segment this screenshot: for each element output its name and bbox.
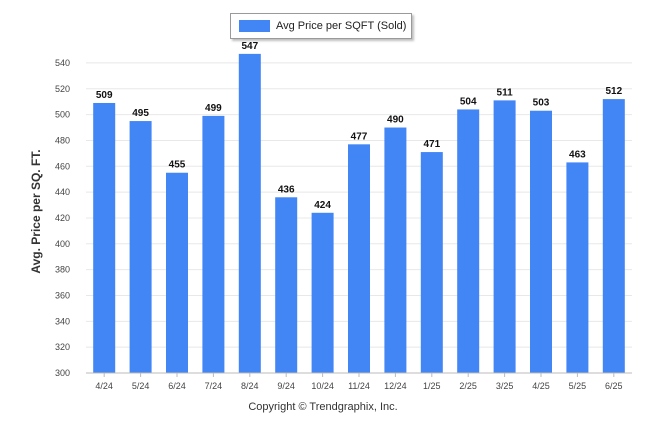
bar[interactable] [93, 102, 116, 374]
y-tick-label: 480 [55, 135, 70, 145]
bar[interactable] [493, 100, 516, 373]
bar[interactable] [311, 212, 334, 373]
data-label: 455 [169, 160, 186, 171]
x-axis-ticks: 4/24 5/24 6/24 7/24 8/24 9/24 10/24 11/24 12/24 1… [95, 373, 623, 391]
bar[interactable] [129, 121, 152, 373]
data-label: 511 [497, 87, 514, 98]
data-label: 424 [314, 200, 331, 211]
y-tick-label: 320 [55, 342, 70, 352]
x-tick-label: 3/25 [496, 381, 514, 391]
x-tick-label: 8/24 [241, 381, 259, 391]
y-tick-label: 540 [55, 58, 70, 68]
x-tick-label: 6/24 [168, 381, 186, 391]
y-axis-ticks: 300 320 340 360 380 400 420 440 460 480 500 520 540 [55, 58, 70, 378]
legend[interactable]: Avg Price per SQFT (Sold) [230, 13, 412, 39]
y-tick-label: 380 [55, 265, 70, 275]
bars [93, 53, 625, 374]
data-label: 512 [605, 86, 622, 97]
x-tick-label: 1/25 [423, 381, 441, 391]
y-tick-label: 440 [55, 187, 70, 197]
bar[interactable] [384, 127, 407, 374]
data-label: 509 [96, 90, 113, 101]
bar[interactable] [420, 152, 443, 373]
x-tick-label: 7/24 [205, 381, 223, 391]
data-label: 463 [569, 149, 586, 160]
bar[interactable] [566, 162, 589, 373]
x-tick-label: 11/24 [348, 381, 370, 391]
bar[interactable] [166, 172, 188, 373]
x-tick-label: 12/24 [384, 381, 407, 391]
data-label: 477 [351, 131, 368, 142]
copyright-footer: Copyright © Trendgraphix, Inc. [248, 401, 398, 413]
y-tick-label: 360 [55, 290, 70, 300]
bar[interactable] [530, 110, 552, 373]
bar[interactable] [275, 197, 298, 373]
data-label: 503 [533, 98, 550, 109]
y-tick-label: 300 [55, 368, 70, 378]
bar[interactable] [348, 144, 370, 373]
y-tick-label: 420 [55, 213, 70, 223]
x-tick-label: 4/24 [95, 381, 113, 391]
x-tick-label: 9/24 [277, 381, 295, 391]
x-tick-label: 5/25 [569, 381, 587, 391]
x-tick-label: 6/25 [605, 381, 623, 391]
data-label: 495 [132, 108, 149, 119]
y-tick-label: 340 [55, 316, 70, 326]
y-tick-label: 400 [55, 239, 70, 249]
x-tick-label: 10/24 [311, 381, 334, 391]
bar[interactable] [602, 99, 625, 373]
data-label: 436 [278, 184, 295, 195]
x-tick-label: 5/24 [132, 381, 150, 391]
y-tick-label: 500 [55, 110, 70, 120]
x-tick-label: 4/25 [532, 381, 550, 391]
data-label: 471 [423, 139, 440, 150]
y-axis-title: Avg. Price per SQ. FT. [29, 149, 43, 273]
legend-label: Avg Price per SQFT (Sold) [276, 20, 407, 32]
x-tick-label: 2/25 [459, 381, 477, 391]
legend-swatch [239, 20, 270, 32]
data-label: 490 [387, 115, 404, 126]
bar[interactable] [457, 109, 480, 373]
y-tick-label: 460 [55, 161, 70, 171]
y-tick-label: 520 [55, 84, 70, 94]
data-label: 504 [460, 96, 477, 107]
data-labels: 509 495 455 499 547 436 424 477 490 471 504 511 503 4… [96, 41, 623, 211]
bar[interactable] [202, 115, 225, 373]
bar[interactable] [238, 53, 261, 373]
data-label: 499 [205, 103, 222, 114]
data-label: 547 [241, 41, 258, 52]
